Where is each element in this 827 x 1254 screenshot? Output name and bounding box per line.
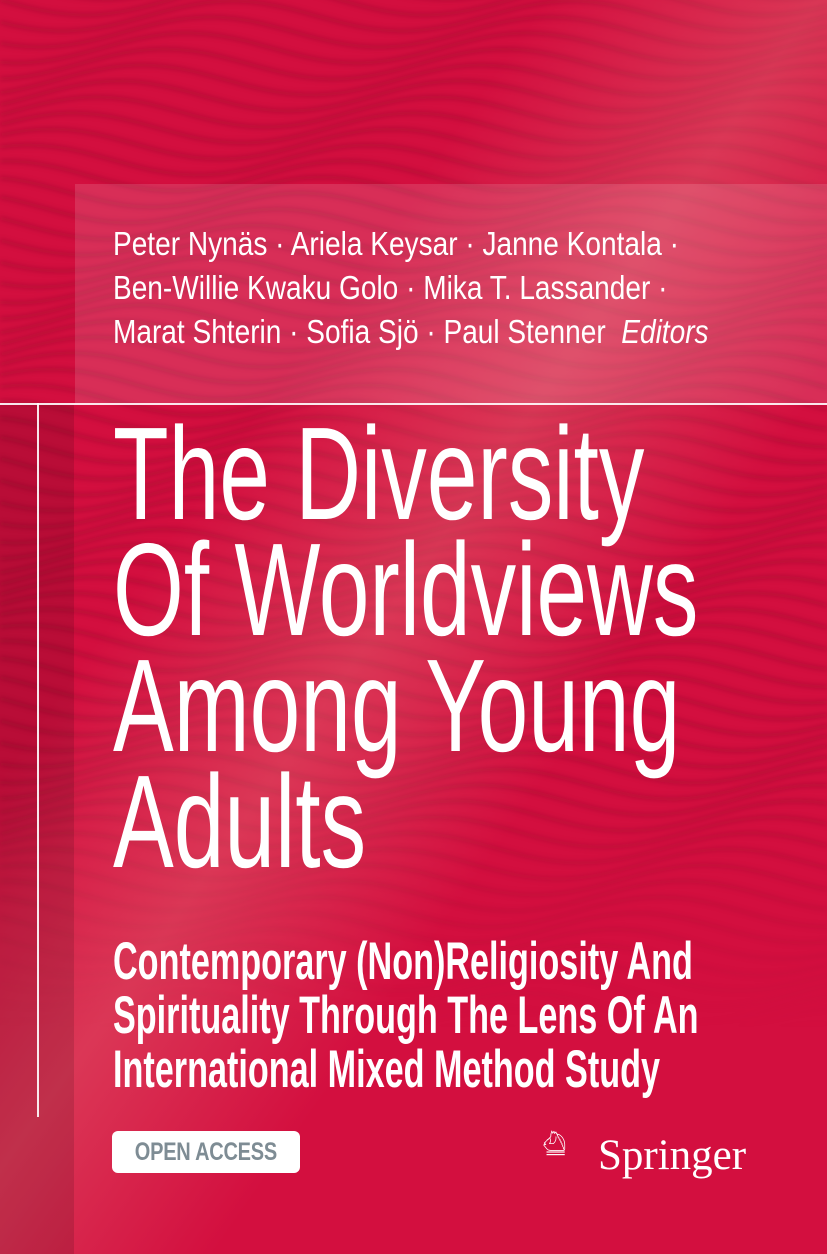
svg-text:Springer: Springer bbox=[598, 1132, 746, 1179]
